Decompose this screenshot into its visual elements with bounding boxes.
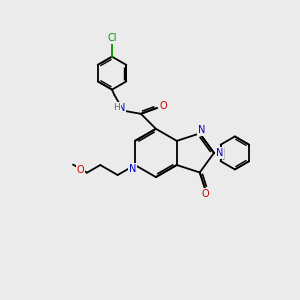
Text: N: N — [216, 148, 223, 158]
Text: N: N — [129, 164, 136, 173]
Text: N: N — [197, 125, 205, 135]
Text: O: O — [77, 165, 84, 175]
Text: Cl: Cl — [107, 33, 117, 43]
Text: O: O — [159, 101, 166, 112]
Text: O: O — [201, 189, 209, 199]
Text: N: N — [118, 103, 125, 113]
Text: H: H — [113, 103, 120, 112]
